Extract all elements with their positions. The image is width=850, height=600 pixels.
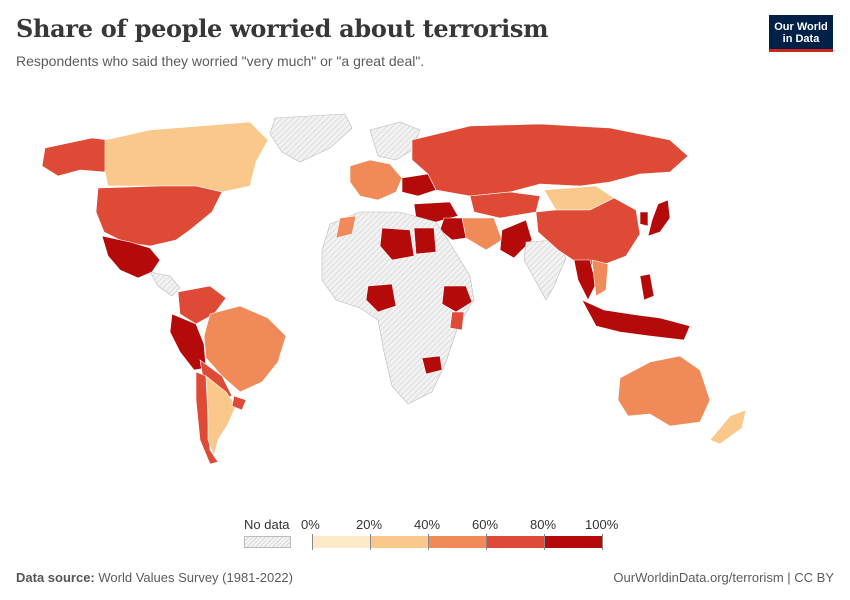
nigeria-region[interactable] xyxy=(365,283,397,313)
data-source: Data source: World Values Survey (1981-2… xyxy=(16,570,293,585)
iran-region[interactable] xyxy=(461,217,503,251)
legend-tick-mark xyxy=(428,534,429,550)
legend-tick-mark xyxy=(486,534,487,550)
legend-bin-80-100[interactable] xyxy=(544,536,602,548)
usa-region[interactable] xyxy=(95,185,223,247)
new-zealand-region[interactable] xyxy=(709,409,747,445)
legend-tick-20: 20% xyxy=(356,517,383,532)
russia-region[interactable] xyxy=(411,123,689,197)
chart-subtitle: Respondents who said they worried "very … xyxy=(16,53,425,69)
owid-logo[interactable]: Our World in Data xyxy=(769,15,833,52)
data-source-label: Data source: xyxy=(16,570,95,585)
legend-tick-40: 40% xyxy=(414,517,441,532)
ukraine-region[interactable] xyxy=(401,173,437,197)
china-region[interactable] xyxy=(535,197,641,267)
vietnam-region[interactable] xyxy=(591,259,609,297)
legend-tick-mark xyxy=(370,534,371,550)
kenya-region[interactable] xyxy=(449,311,465,331)
ethiopia-region[interactable] xyxy=(441,285,473,313)
legend-tick-0: 0% xyxy=(301,517,320,532)
central-america-region[interactable] xyxy=(149,271,181,297)
egypt-region[interactable] xyxy=(413,227,437,255)
western-europe-region[interactable] xyxy=(349,159,403,201)
korea-region[interactable] xyxy=(639,211,649,227)
peru-region[interactable] xyxy=(169,313,207,371)
pakistan-region[interactable] xyxy=(499,219,533,259)
chart-title: Share of people worried about terrorism xyxy=(16,14,549,43)
indonesia-region[interactable] xyxy=(581,299,691,341)
australia-region[interactable] xyxy=(617,355,711,427)
legend-bin-20-40[interactable] xyxy=(370,536,428,548)
legend-tick-mark xyxy=(602,534,603,550)
southeast-asia-region[interactable] xyxy=(573,259,597,301)
morocco-region[interactable] xyxy=(335,215,357,239)
brazil-region[interactable] xyxy=(203,305,287,393)
iraq-region[interactable] xyxy=(439,217,467,241)
legend-no-data-label: No data xyxy=(244,517,290,532)
africa-region[interactable] xyxy=(321,211,475,405)
central-asia-region[interactable] xyxy=(469,191,541,219)
libya-region[interactable] xyxy=(379,227,415,261)
legend-tick-100: 100% xyxy=(585,517,619,532)
legend-bin-60-80[interactable] xyxy=(486,536,544,548)
greenland-region[interactable] xyxy=(269,113,353,163)
world-map[interactable] xyxy=(0,100,850,480)
alaska-region[interactable] xyxy=(41,137,109,177)
data-source-text[interactable]: World Values Survey (1981-2022) xyxy=(98,570,293,585)
logo-line-2: in Data xyxy=(782,33,820,45)
legend-tick-60: 60% xyxy=(472,517,499,532)
canada-region[interactable] xyxy=(104,121,269,193)
argentina-region[interactable] xyxy=(205,375,237,458)
legend-tick-mark xyxy=(544,534,545,550)
japan-region[interactable] xyxy=(647,199,671,237)
uruguay-region[interactable] xyxy=(231,395,247,411)
legend-bin-40-60[interactable] xyxy=(428,536,486,548)
color-legend: No data 0% 20% 40% 60% 80% 100% xyxy=(240,512,640,552)
legend-tick-mark xyxy=(312,534,313,550)
philippines-region[interactable] xyxy=(639,273,655,301)
zimbabwe-region[interactable] xyxy=(421,355,443,375)
legend-no-data-swatch[interactable] xyxy=(244,536,291,548)
legend-tick-80: 80% xyxy=(530,517,557,532)
credit-link[interactable]: OurWorldinData.org/terrorism | CC BY xyxy=(613,570,834,585)
mexico-region[interactable] xyxy=(101,235,161,279)
logo-line-1: Our World xyxy=(774,21,828,33)
legend-bin-0-20[interactable] xyxy=(312,536,370,548)
